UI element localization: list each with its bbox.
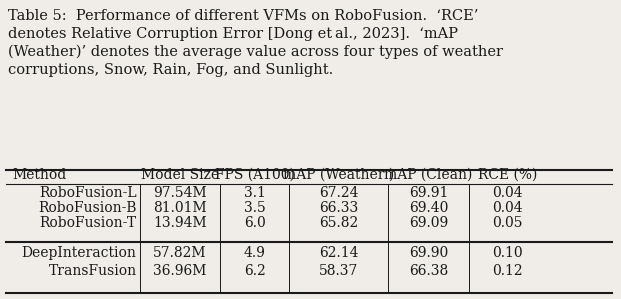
Text: 0.05: 0.05 (492, 216, 523, 230)
Text: 65.82: 65.82 (319, 216, 358, 230)
Text: RCE (%): RCE (%) (478, 168, 537, 182)
Text: 0.10: 0.10 (492, 246, 523, 260)
Text: 69.40: 69.40 (409, 201, 448, 215)
Text: 58.37: 58.37 (319, 264, 358, 277)
Text: 6.0: 6.0 (243, 216, 266, 230)
Text: RoboFusion-B: RoboFusion-B (38, 201, 137, 215)
Text: DeepInteraction: DeepInteraction (22, 246, 137, 260)
Text: 81.01M: 81.01M (153, 201, 207, 215)
Text: Model Size: Model Size (141, 168, 219, 182)
Text: mAP (Clean): mAP (Clean) (384, 168, 473, 182)
Text: 69.90: 69.90 (409, 246, 448, 260)
Text: RoboFusion-T: RoboFusion-T (40, 216, 137, 230)
Text: 0.12: 0.12 (492, 264, 523, 277)
Text: 66.38: 66.38 (409, 264, 448, 277)
Text: 3.1: 3.1 (243, 186, 266, 200)
Text: Table 5:  Performance of different VFMs on RoboFusion.  ‘RCE’
denotes Relative C: Table 5: Performance of different VFMs o… (8, 9, 503, 77)
Text: mAP (Weather ): mAP (Weather ) (283, 168, 394, 182)
Text: FPS (A100): FPS (A100) (215, 168, 294, 182)
Text: 57.82M: 57.82M (153, 246, 207, 260)
Text: 0.04: 0.04 (492, 186, 523, 200)
Text: Method: Method (12, 168, 66, 182)
Text: RoboFusion-L: RoboFusion-L (39, 186, 137, 200)
Text: 62.14: 62.14 (319, 246, 358, 260)
Text: 6.2: 6.2 (243, 264, 266, 277)
Text: 4.9: 4.9 (243, 246, 266, 260)
Text: 66.33: 66.33 (319, 201, 358, 215)
Text: 69.09: 69.09 (409, 216, 448, 230)
Text: TransFusion: TransFusion (48, 264, 137, 277)
Text: 36.96M: 36.96M (153, 264, 207, 277)
Text: 0.04: 0.04 (492, 201, 523, 215)
Text: 69.91: 69.91 (409, 186, 448, 200)
Text: 97.54M: 97.54M (153, 186, 207, 200)
Text: 3.5: 3.5 (243, 201, 266, 215)
Text: 67.24: 67.24 (319, 186, 358, 200)
Text: 13.94M: 13.94M (153, 216, 207, 230)
